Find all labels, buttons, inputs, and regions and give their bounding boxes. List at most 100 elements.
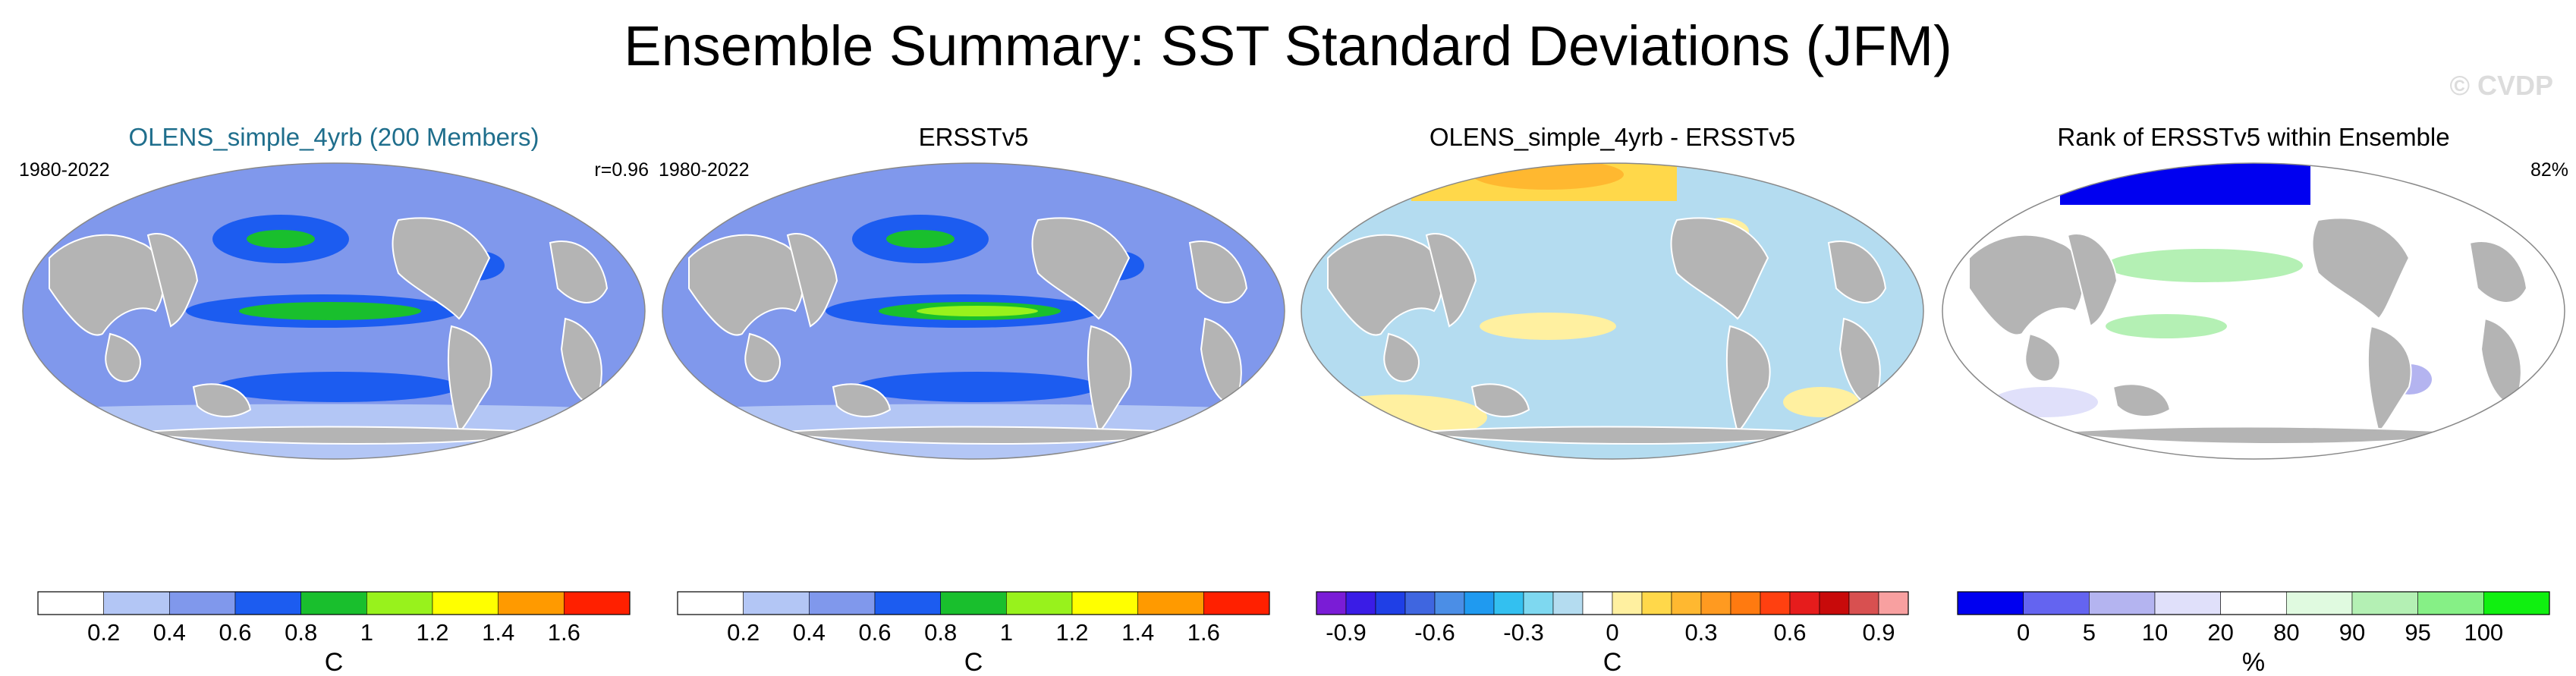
panel-diff: OLENS_simple_4yrb - ERSSTv5 -0.9 -0.6 -0.3… (1297, 114, 1927, 675)
region-north-pacific-core (886, 230, 955, 248)
landmass (2311, 217, 2411, 320)
landmass (1827, 241, 1887, 303)
colorbar-tick-label: 80 (2273, 619, 2299, 646)
landmass (1425, 233, 1477, 328)
landmass (832, 383, 892, 418)
panel-period-label: 1980-2022 (19, 159, 110, 181)
landmass (1383, 332, 1420, 382)
colorbar-swatch (1464, 591, 1495, 615)
landmass (1087, 325, 1132, 434)
colorbar-tick-label: -0.6 (1414, 619, 1455, 646)
colorbar-swatch (2023, 591, 2090, 615)
map-group (1942, 162, 2565, 460)
colorbar-swatch (2089, 591, 2156, 615)
colorbar-tick-label: 1 (360, 619, 373, 646)
colorbar-tick-label: 1.6 (548, 619, 580, 646)
region-tropical-high-rank (2106, 314, 2227, 338)
colorbar-swatch (1493, 591, 1524, 615)
colorbar-tick-label: 0.4 (153, 619, 186, 646)
colorbar-swatch (169, 591, 236, 615)
region-arctic (133, 163, 178, 178)
map-obs (662, 162, 1285, 460)
colorbar-swatch (1071, 591, 1138, 615)
colorbar-frame (1957, 591, 2550, 615)
landmass (1470, 383, 1530, 418)
colorbar-model: 0.2 0.4 0.6 0.8 1 1.2 1.4 1.6 C (37, 591, 631, 675)
colorbar-swatch (1552, 591, 1584, 615)
colorbar-tick-label: 0.3 (1684, 619, 1717, 646)
landmass (2367, 325, 2412, 434)
colorbar-diff: -0.9 -0.6 -0.3 0 0.3 0.6 0.9 C (1316, 591, 1909, 675)
colorbar-swatch (1671, 591, 1702, 615)
landmass (2468, 241, 2528, 303)
landmass (192, 383, 252, 418)
colorbar-frame (677, 591, 1270, 615)
landmass (392, 217, 491, 320)
map-outline (1942, 162, 2565, 460)
colorbar-tick-label: 0 (2017, 619, 2030, 646)
colorbar-swatch (498, 591, 565, 615)
map-group (662, 162, 1285, 460)
colorbar-tick-label: -0.3 (1503, 619, 1543, 646)
landmass (105, 332, 141, 382)
colorbar-swatch (103, 591, 170, 615)
colorbar-swatch (1006, 591, 1073, 615)
colorbar-swatch (1137, 591, 1204, 615)
region-north-pacific-high-rank (2106, 249, 2303, 282)
landmass (688, 234, 804, 336)
colorbar-unit: C (1603, 648, 1622, 675)
colorbar-swatch (677, 591, 744, 615)
colorbar-tick-label: 5 (2083, 619, 2096, 646)
colorbar-tick-label: 0.2 (727, 619, 760, 646)
colorbar-swatch (1878, 591, 1909, 615)
landmass (2112, 383, 2172, 418)
landmass (1188, 241, 1248, 303)
colorbar-tick-label: 95 (2405, 619, 2430, 646)
colorbar-swatch (1641, 591, 1672, 615)
landmass (49, 234, 165, 336)
colorbar-tick-label: 0.6 (219, 619, 251, 646)
colorbar-tick-label: 1 (1000, 619, 1013, 646)
colorbar-swatch (1203, 591, 1270, 615)
colorbar-tick-label: 0.9 (1862, 619, 1895, 646)
panel-title: Rank of ERSSTv5 within Ensemble (2057, 123, 2450, 151)
colorbar-obs: 0.2 0.4 0.6 0.8 1 1.2 1.4 1.6 C (677, 591, 1270, 675)
colorbar-tick-label: 0.6 (858, 619, 891, 646)
colorbar-swatch (1523, 591, 1554, 615)
colorbar-swatch (432, 591, 499, 615)
colorbar-swatch (1345, 591, 1376, 615)
colorbar-swatch (300, 591, 367, 615)
region-central-pacific-cool (1540, 288, 1601, 303)
region-arctic (772, 163, 818, 178)
colorbar-swatch (1404, 591, 1436, 615)
region-southern-ocean (856, 372, 1099, 402)
colorbar-swatch (37, 591, 104, 615)
map-outline (1301, 162, 1924, 460)
colorbar-unit: C (325, 648, 344, 675)
colorbar-swatch (1789, 591, 1820, 615)
colorbar-swatch (2286, 591, 2353, 615)
colorbar-swatch (1582, 591, 1613, 615)
colorbar-tick-label: 0 (1606, 619, 1618, 646)
map-outline (22, 162, 646, 460)
region-north-pacific-core (247, 230, 315, 248)
region-southern-ocean (216, 372, 459, 402)
panel-rank: Rank of ERSSTv5 within Ensemble 82% 0 5 10… (1939, 114, 2568, 675)
colorbar-swatch (940, 591, 1007, 615)
landmass (2024, 332, 2061, 382)
colorbar-swatch (366, 591, 433, 615)
colorbar-swatch (2154, 591, 2221, 615)
colorbar-tick-label: 20 (2207, 619, 2233, 646)
map-model (22, 162, 646, 460)
landmass (146, 233, 199, 328)
panel-title: OLENS_simple_4yrb - ERSSTv5 (1429, 123, 1796, 151)
colorbar-tick-label: 100 (2464, 619, 2503, 646)
colorbar-tick-label: 0.6 (1773, 619, 1806, 646)
landmass (1968, 234, 2084, 336)
panel-percent-label: 82% (2530, 159, 2568, 181)
colorbar-unit: C (964, 648, 983, 675)
colorbar-swatch (1819, 591, 1850, 615)
colorbar-swatch (1848, 591, 1879, 615)
landmass (1031, 217, 1131, 320)
main-title: Ensemble Summary: SST Standard Deviation… (624, 14, 1952, 77)
